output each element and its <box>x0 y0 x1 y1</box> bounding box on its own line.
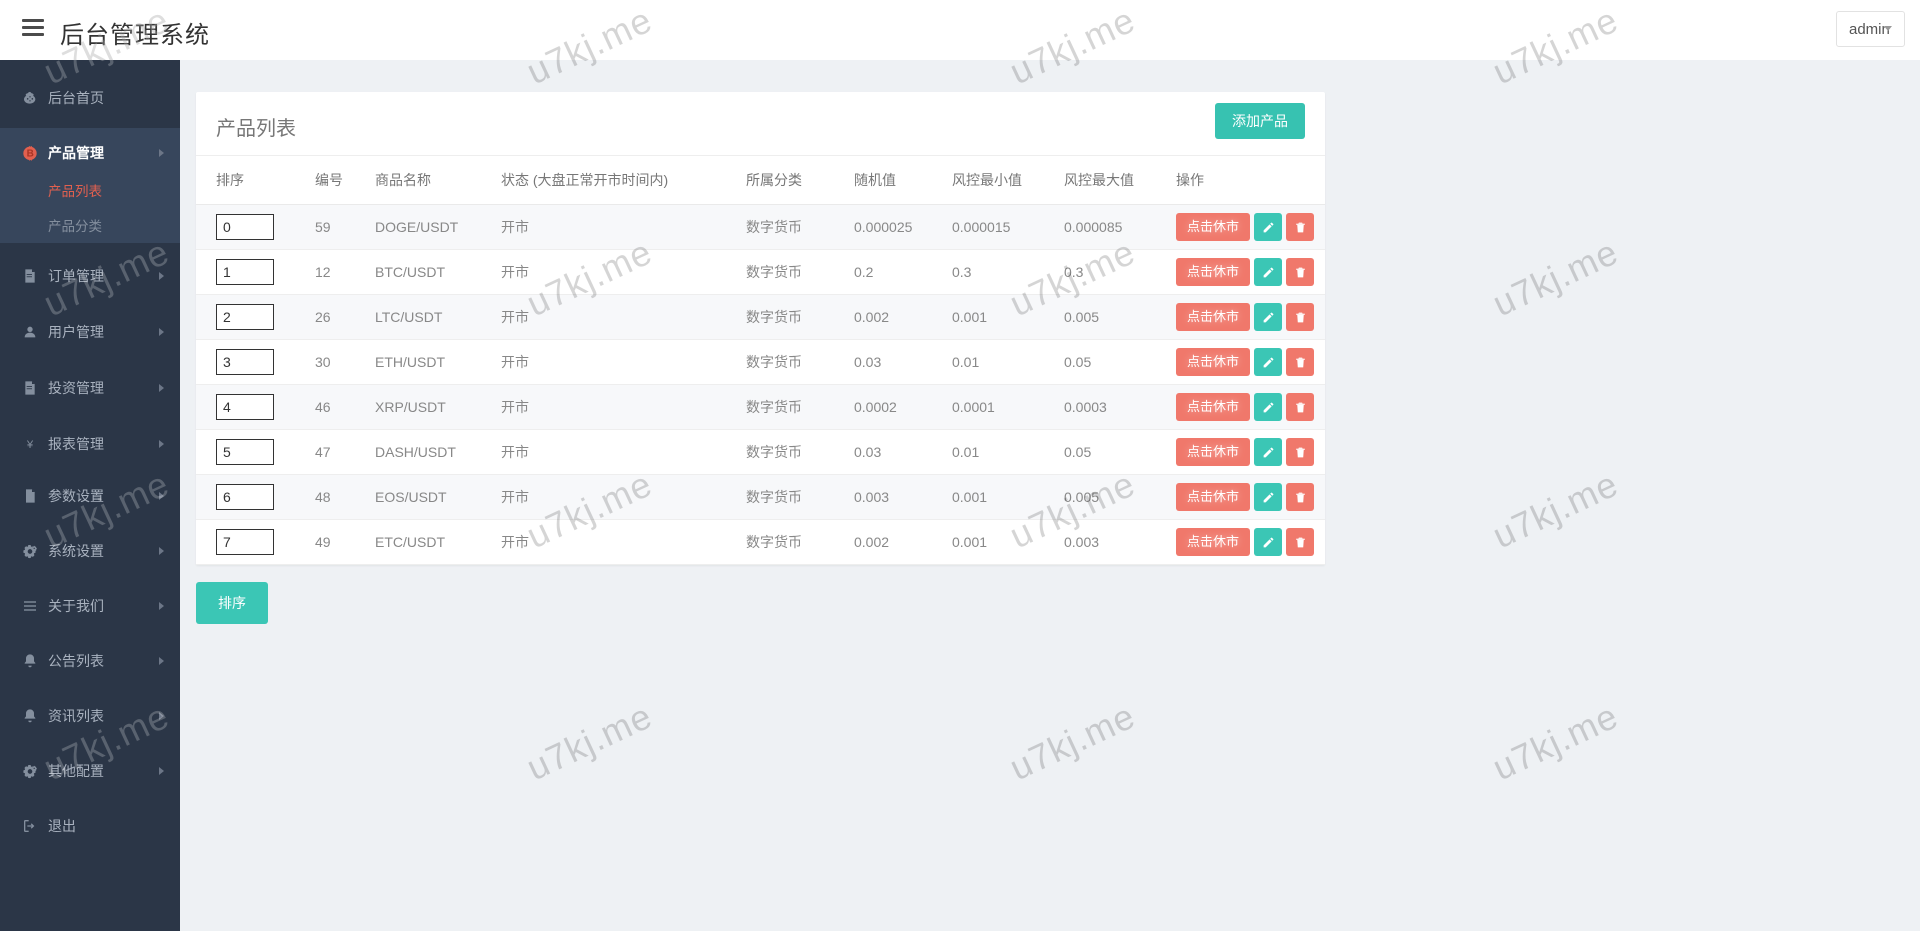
svg-text:¥: ¥ <box>26 439 34 451</box>
svg-text:B: B <box>27 149 34 160</box>
